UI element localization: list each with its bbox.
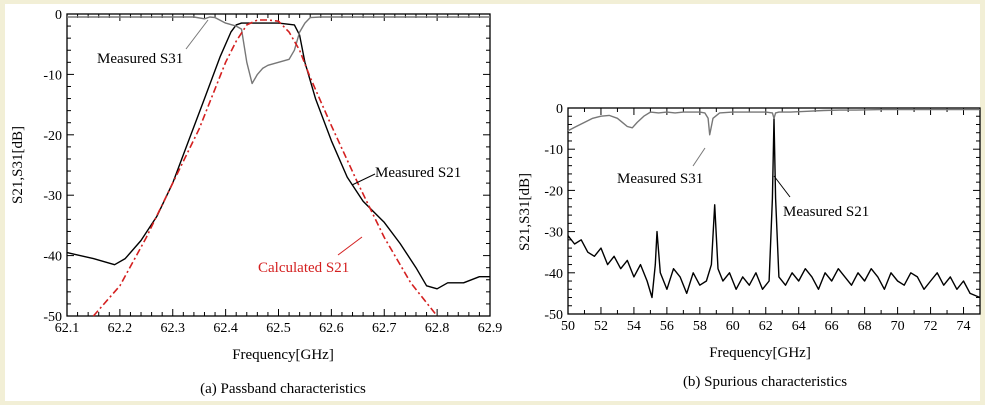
chart-a-ticks: 62.1 62.2 62.3 62.4 62.5 62.6 62.7 62.8 62.9 0 -10… [43, 8, 502, 336]
chart-b-lines [567, 108, 981, 299]
x-tick-label: 58 [693, 319, 707, 334]
chart-b-xlabel: Frequency[GHz] [709, 345, 811, 361]
y-tick-label: -40 [43, 250, 62, 265]
y-tick-label: -50 [43, 310, 62, 325]
x-tick-label: 56 [660, 319, 674, 334]
x-tick-label: 54 [627, 319, 641, 334]
x-tick-label: 62 [759, 319, 773, 334]
chart-b-annotation-s31: Measured S31 [617, 171, 703, 187]
y-tick-label: -30 [544, 226, 563, 241]
x-tick-label: 50 [561, 319, 575, 334]
x-tick-label: 70 [891, 319, 905, 334]
x-tick-label: 62.5 [266, 321, 291, 336]
x-tick-label: 74 [957, 319, 971, 334]
x-tick-label: 62.2 [108, 321, 133, 336]
x-tick-label: 62.3 [161, 321, 186, 336]
x-tick-label: 62.1 [55, 321, 80, 336]
x-tick-label: 62.6 [319, 321, 344, 336]
series-line-measured-s21 [567, 117, 981, 299]
chart-a-caption: (a) Passband characteristics [200, 381, 366, 397]
chart-a-ylabel: S21,S31[dB] [10, 126, 26, 204]
x-tick-label: 52 [594, 319, 608, 334]
x-tick-label: 62.8 [425, 321, 450, 336]
chart-b-annotation-s21: Measured S21 [783, 204, 869, 220]
chart-b-caption: (b) Spurious characteristics [683, 374, 847, 390]
chart-b-ylabel: S21,S31[dB] [517, 173, 533, 251]
chart-a-annotation-s21: Measured S21 [375, 165, 461, 181]
x-tick-label: 64 [792, 319, 806, 334]
y-tick-label: -50 [544, 308, 563, 323]
annotation-leader [185, 19, 209, 50]
y-tick-label: -30 [43, 189, 62, 204]
x-tick-label: 62.4 [213, 321, 238, 336]
x-tick-label: 68 [858, 319, 872, 334]
x-tick-label: 62.9 [478, 321, 503, 336]
x-tick-label: 72 [924, 319, 938, 334]
annotation-leader [351, 173, 376, 186]
chart-spurious: 50 52 54 56 58 60 62 64 66 68 70 72 74 0 -10 -20 -30 -40 -… [517, 102, 981, 390]
x-tick-label: 66 [825, 319, 839, 334]
chart-a-lines [66, 16, 490, 317]
y-tick-label: -40 [544, 267, 563, 282]
series-line-measured-s31 [67, 16, 490, 85]
y-tick-label: -10 [544, 143, 563, 158]
x-tick-label: 60 [726, 319, 740, 334]
annotation-leader [773, 175, 791, 198]
y-tick-label: 0 [556, 102, 563, 117]
y-tick-label: -20 [43, 129, 62, 144]
y-tick-label: -20 [544, 184, 563, 199]
figure-panel [5, 4, 980, 401]
chart-a-axes [66, 13, 491, 317]
y-tick-label: -10 [43, 68, 62, 83]
series-line-calculated-s21 [92, 19, 438, 317]
chart-a-annotation-calc: Calculated S21 [258, 260, 349, 276]
chart-passband: 62.1 62.2 62.3 62.4 62.5 62.6 62.7 62.8 62.9 0 -10… [10, 8, 502, 397]
chart-b-ticks: 50 52 54 56 58 60 62 64 66 68 70 72 74 0 -10 -20 -30 -40 -… [544, 102, 970, 334]
x-tick-label: 62.7 [372, 321, 397, 336]
plot-frame [567, 107, 981, 315]
chart-a-xlabel: Frequency[GHz] [232, 347, 334, 363]
series-line-measured-s31 [567, 108, 980, 136]
annotation-leader [337, 236, 363, 256]
chart-b-axes [567, 107, 981, 315]
y-tick-label: 0 [55, 8, 62, 23]
chart-a-annotation-s31: Measured S31 [97, 51, 183, 67]
annotation-leader [692, 147, 706, 167]
